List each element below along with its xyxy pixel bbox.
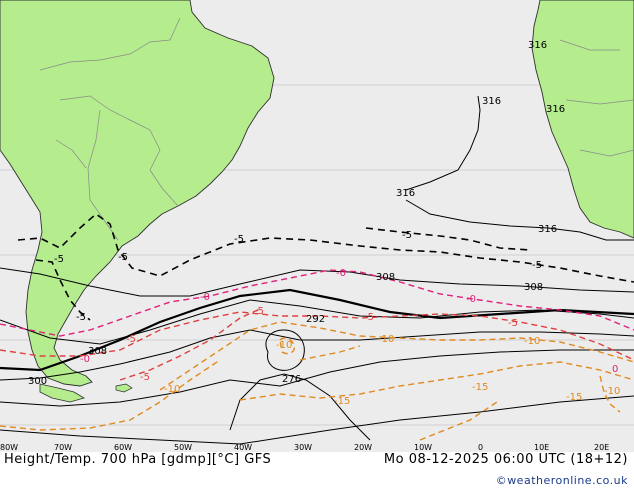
isotherm-minus5-black bbox=[17, 212, 634, 321]
lon-tick-label: 40W bbox=[234, 443, 252, 452]
temp-label: 0 bbox=[612, 364, 618, 375]
falkland-islands bbox=[115, 383, 133, 393]
contour-308-upper bbox=[0, 267, 634, 297]
lon-tick-label: 70W bbox=[54, 443, 72, 452]
temp-labels-zero: -0 -0 -0 -0 0 bbox=[80, 268, 618, 375]
temp-label: -0 bbox=[80, 354, 90, 365]
temp-label: -5 bbox=[402, 230, 412, 241]
lon-tick-label: 60W bbox=[114, 443, 132, 452]
africa-landmass bbox=[531, 0, 634, 239]
lon-tick-label: 20W bbox=[354, 443, 372, 452]
temp-label: -5 bbox=[54, 254, 64, 265]
lon-tick-label: 10W bbox=[414, 443, 432, 452]
temp-label: -5 bbox=[508, 318, 518, 329]
site-credit[interactable]: ©weatheronline.co.uk bbox=[495, 474, 628, 487]
lon-tick-label: 10E bbox=[534, 443, 549, 452]
lon-tick-label: 0 bbox=[478, 443, 483, 452]
weather-map: 80W 70W 60W 50W 40W 30W 20W 10W 0 10E 20… bbox=[0, 0, 634, 452]
longitude-tick-labels: 80W 70W 60W 50W 40W 30W 20W 10W 0 10E 20… bbox=[0, 443, 609, 452]
height-label: 292 bbox=[306, 314, 325, 325]
temp-label: -5 bbox=[254, 306, 264, 317]
isotherm-minus5-red bbox=[0, 307, 634, 381]
temp-labels-black: -5 -5 -5 -5 -5 -5 bbox=[54, 230, 542, 323]
map-title: Height/Temp. 700 hPa [gdmp][°C] GFS bbox=[4, 452, 272, 467]
height-label: 316 bbox=[482, 96, 501, 107]
height-label: 276 bbox=[282, 374, 301, 385]
contour-thick bbox=[0, 288, 634, 372]
contour-316-south bbox=[405, 199, 634, 241]
height-label: 308 bbox=[376, 272, 395, 283]
contour-300 bbox=[0, 329, 634, 381]
country-borders bbox=[39, 17, 634, 241]
temp-label: -10 bbox=[378, 334, 394, 345]
height-label: 316 bbox=[528, 40, 547, 51]
height-contours bbox=[0, 95, 634, 445]
temp-label: -5 bbox=[140, 372, 150, 383]
temp-label: -15 bbox=[566, 392, 582, 403]
height-contour-labels: 316 316 316 316 316 308 308 308 300 292 … bbox=[28, 40, 565, 387]
isotherm-zero bbox=[0, 269, 634, 337]
contour-316-east bbox=[405, 95, 481, 191]
height-label: 316 bbox=[396, 188, 415, 199]
temp-label: -0 bbox=[200, 292, 210, 303]
height-label: 316 bbox=[546, 104, 565, 115]
temp-label: -15 bbox=[334, 396, 350, 407]
height-label: 316 bbox=[538, 224, 557, 235]
temp-label: -5 bbox=[364, 312, 374, 323]
temp-labels-red: -5 -5 -5 -5 -5 bbox=[126, 306, 518, 383]
temp-label: -10 bbox=[604, 386, 620, 397]
temp-labels-cold: -10 -10 -10 -10 -10 -15 -15 -15 bbox=[164, 334, 620, 407]
temp-label: -0 bbox=[336, 268, 346, 279]
temp-label: -10 bbox=[164, 384, 180, 395]
temp-label: -5 bbox=[234, 234, 244, 245]
temp-label: -5 bbox=[76, 312, 86, 323]
temp-label: -5 bbox=[118, 252, 128, 263]
contour-292 bbox=[0, 349, 634, 407]
height-label: 308 bbox=[524, 282, 543, 293]
temp-label: -10 bbox=[524, 336, 540, 347]
temp-label: -10 bbox=[276, 340, 292, 351]
contour-low-ring bbox=[265, 329, 305, 371]
contour-308-lower bbox=[0, 299, 634, 345]
isotherm-cold bbox=[0, 321, 634, 441]
height-label: 308 bbox=[88, 346, 107, 357]
lon-tick-label: 30W bbox=[294, 443, 312, 452]
contour-deep-low bbox=[229, 373, 371, 441]
valid-time: Mo 08-12-2025 06:00 UTC (18+12) bbox=[383, 452, 628, 467]
lon-tick-label: 50W bbox=[174, 443, 192, 452]
height-label: 300 bbox=[28, 376, 47, 387]
contour-south bbox=[0, 395, 634, 445]
temp-label: -0 bbox=[466, 294, 476, 305]
lon-tick-label: 20E bbox=[594, 443, 609, 452]
temp-label: -5 bbox=[126, 334, 136, 345]
temp-label: -15 bbox=[472, 382, 488, 393]
lon-tick-label: 80W bbox=[0, 443, 18, 452]
tierra-del-fuego bbox=[39, 383, 85, 403]
temp-label: -5 bbox=[532, 260, 542, 271]
